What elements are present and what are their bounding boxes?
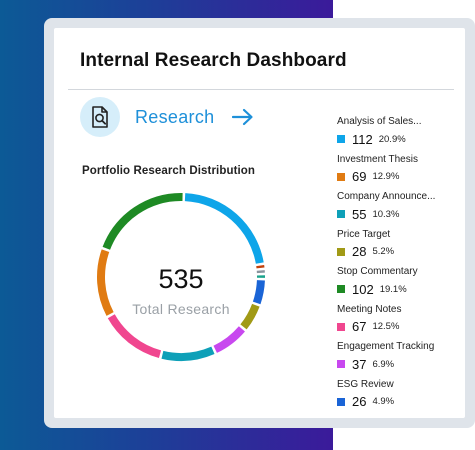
legend-item-count: 112 <box>352 131 373 147</box>
slice-analysis-of-sales <box>184 193 264 264</box>
legend-item-count: 67 <box>352 319 367 334</box>
legend-swatch <box>337 322 345 331</box>
legend-item[interactable]: Meeting Notes 67 12.5% <box>337 303 462 341</box>
research-link-label: Research <box>135 106 215 127</box>
chart-legend: Analysis of Sales... 112 20.9% Investment T… <box>337 115 462 415</box>
legend-item-count: 28 <box>352 244 367 259</box>
legend-item-percent: 10.3% <box>372 208 400 220</box>
legend-item-name: Stop Commentary <box>337 266 418 277</box>
legend-swatch <box>337 247 345 256</box>
legend-swatch <box>337 360 345 368</box>
legend-item[interactable]: Company Announce... 55 10.3% <box>337 190 462 228</box>
legend-item-name: Company Announce... <box>337 191 436 202</box>
dashboard-title: Internal Research Dashboard <box>80 50 347 71</box>
document-search-icon <box>80 97 120 137</box>
legend-swatch <box>337 135 345 143</box>
legend-item[interactable]: Analysis of Sales... 112 20.9% <box>337 115 462 153</box>
legend-item-count: 37 <box>352 356 367 372</box>
legend-item-name: Engagement Tracking <box>337 341 435 352</box>
slice-stop-commentary <box>102 193 183 250</box>
legend-item[interactable]: Engagement Tracking 37 6.9% <box>337 340 462 378</box>
legend-item-percent: 12.9% <box>372 171 400 182</box>
legend-item[interactable]: ESG Review 26 4.9% <box>337 378 462 416</box>
legend-item-name: ESG Review <box>337 378 394 390</box>
slice-company-announce <box>161 346 215 361</box>
legend-item-name: Investment Thesis <box>337 153 418 165</box>
legend-swatch <box>337 210 345 218</box>
legend-item-percent: 20.9% <box>378 133 406 145</box>
legend-item-name: Meeting Notes <box>337 303 402 315</box>
legend-item-count: 55 <box>352 206 367 222</box>
slice-meeting-notes <box>107 314 162 359</box>
legend-item-count: 102 <box>352 281 374 297</box>
donut-chart <box>97 193 266 361</box>
slice-investment-thesis <box>97 249 114 316</box>
legend-item-name: Price Target <box>337 228 391 240</box>
dashboard-card: Internal Research Dashboard Research Por… <box>54 28 465 418</box>
slice-price-target <box>240 303 260 330</box>
arrow-right-icon <box>232 108 254 126</box>
legend-item-percent: 19.1% <box>379 283 407 295</box>
research-link[interactable]: Research <box>80 96 254 138</box>
legend-item[interactable]: Stop Commentary 102 19.1% <box>337 265 462 303</box>
legend-item[interactable]: Investment Thesis 69 12.9% <box>337 153 462 191</box>
legend-item[interactable]: Price Target 28 5.2% <box>337 228 462 266</box>
total-count: 535 <box>158 264 204 294</box>
legend-item-percent: 12.5% <box>372 321 400 332</box>
total-label: Total Research <box>132 301 230 317</box>
legend-item-percent: 4.9% <box>372 396 395 407</box>
legend-item-percent: 5.2% <box>372 246 395 257</box>
legend-item-name: Analysis of Sales... <box>337 116 422 127</box>
legend-swatch <box>337 285 345 293</box>
legend-swatch <box>337 397 345 406</box>
legend-item-percent: 6.9% <box>372 358 395 370</box>
legend-item-count: 26 <box>352 394 367 409</box>
legend-item-count: 69 <box>352 169 367 184</box>
legend-swatch <box>337 172 345 181</box>
slice-esg-review <box>252 280 265 305</box>
title-divider <box>68 89 454 90</box>
slice-engagement-tracking <box>213 326 245 353</box>
distribution-title: Portfolio Research Distribution <box>82 165 256 177</box>
